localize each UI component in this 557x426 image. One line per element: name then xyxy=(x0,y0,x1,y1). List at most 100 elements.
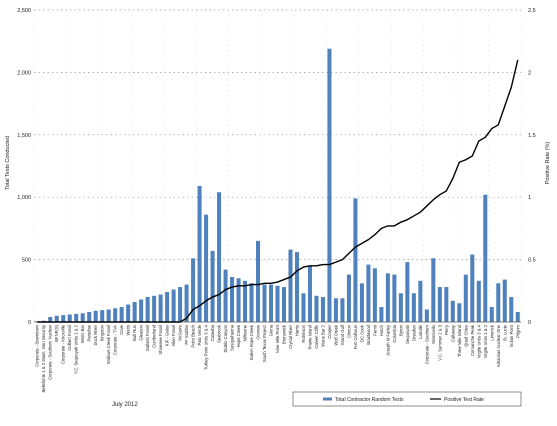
x-tick-label: Seabrook xyxy=(217,324,222,343)
x-tick-label: Watts Bar 2 xyxy=(320,324,325,346)
x-tick-label: Catawba xyxy=(210,324,215,341)
x-tick-label: Arkansas Nuclear One xyxy=(496,324,501,367)
x-tick-label: Colbert Fossil xyxy=(67,325,72,351)
y2-axis-title: Positive Rate (%) xyxy=(545,142,551,185)
bar xyxy=(385,273,390,322)
bar xyxy=(210,250,215,322)
x-tick-label: Limerick xyxy=(489,324,494,340)
bar xyxy=(489,307,494,322)
x-tick-label: Duck River xyxy=(93,324,98,345)
y-tick-label: 0 xyxy=(28,320,31,326)
x-tick-label: Pilgrim xyxy=(515,324,520,337)
bar xyxy=(457,303,462,322)
bar xyxy=(178,287,183,322)
bar xyxy=(294,252,299,322)
bar xyxy=(191,258,196,322)
x-tick-label: Corporate - Southern xyxy=(424,324,429,364)
x-tick-label: Callaway xyxy=(450,324,455,342)
x-tick-label: Corporate - TVA xyxy=(113,325,118,355)
x-tick-label: Corporate - Southern Nuclear xyxy=(48,324,53,380)
y-tick-label: 2,500 xyxy=(17,8,31,14)
bar xyxy=(476,280,481,322)
bar xyxy=(450,300,455,322)
x-tick-label: Columbia xyxy=(392,324,397,342)
bar xyxy=(418,280,423,322)
bar xyxy=(126,304,131,322)
bar xyxy=(398,293,403,322)
x-tick-label: Allen Fossil xyxy=(171,325,176,346)
bar xyxy=(483,194,488,322)
x-tick-label: Millstone xyxy=(243,324,248,341)
x-tick-label: McGuire xyxy=(178,324,183,340)
x-tick-label: Fort Calhoun xyxy=(353,324,358,349)
x-tick-label: Monticello xyxy=(431,324,436,344)
y2-tick-label: 2.5 xyxy=(528,8,536,14)
bar xyxy=(502,279,507,322)
x-tick-label: Dresden xyxy=(411,324,416,340)
x-tick-label: BFNP(S) xyxy=(54,324,59,341)
x-tick-label: Clinton xyxy=(346,324,351,338)
bar xyxy=(353,198,358,322)
x-tick-label: Point Beach xyxy=(191,324,196,347)
x-tick-label: Brunswick xyxy=(281,324,286,344)
bar xyxy=(314,295,319,322)
bar xyxy=(132,302,137,322)
bar xyxy=(366,264,371,322)
legend-line-label: Positive Test Rate xyxy=(444,397,484,403)
bar xyxy=(411,293,416,322)
y2-tick-label: 2 xyxy=(528,70,531,76)
bar xyxy=(87,312,92,322)
y-tick-label: 2,000 xyxy=(17,70,31,76)
y-tick-label: 1,500 xyxy=(17,133,31,139)
bar xyxy=(217,192,222,322)
x-tick-label: Y.C. Sequoyah Units 1 & 2 xyxy=(74,324,79,374)
bar xyxy=(496,283,501,322)
x-tick-label: Corporate - Downtown xyxy=(35,324,40,367)
x-tick-label: Watts xyxy=(126,325,131,336)
bar xyxy=(230,277,235,322)
x-tick-label: Gallatin Fossil xyxy=(145,325,150,351)
legend-bar-label: Total Contractor Random Tests xyxy=(335,397,404,403)
x-tick-label: St. Lucie xyxy=(502,324,507,341)
x-tick-label: Watts Bar xyxy=(80,324,85,343)
x-tick-label: Vogtle Units 1 & 2 xyxy=(483,324,488,358)
x-tick-label: Wolf Creek xyxy=(333,324,338,346)
bar xyxy=(437,287,442,322)
y2-tick-label: 1 xyxy=(528,195,531,201)
bar xyxy=(379,307,384,322)
bar xyxy=(405,262,410,322)
bar xyxy=(165,292,170,322)
x-tick-label: Corporate - Knoxville xyxy=(61,324,66,364)
bar xyxy=(340,298,345,322)
x-tick-label: Grand Gulf xyxy=(340,324,345,345)
x-tick-label: Byron xyxy=(398,324,403,336)
x-tick-label: Cove xyxy=(119,324,124,334)
bar xyxy=(333,298,338,322)
bar xyxy=(262,284,267,322)
bar xyxy=(249,283,254,322)
x-tick-label: PF Stubbs xyxy=(184,325,189,345)
chart-footnote: July 2012 xyxy=(112,402,138,408)
legend: Total Contractor Random Tests Positive Te… xyxy=(292,391,522,407)
x-tick-label: Palo Verde xyxy=(197,324,202,345)
x-tick-label: KIF - Galax xyxy=(165,324,170,346)
x-tick-label: Widows Creek Fossil xyxy=(106,325,111,364)
bar xyxy=(431,258,436,322)
bar xyxy=(320,297,325,322)
bar xyxy=(80,313,85,322)
y2-tick-label: 0 xyxy=(528,320,531,326)
x-tick-label: Turkey Point Units 3 & 4 xyxy=(204,324,209,370)
bar xyxy=(158,294,163,322)
bar xyxy=(243,280,248,322)
legend-bar-swatch xyxy=(323,397,332,401)
bar xyxy=(359,283,364,322)
x-tick-label: Kingston xyxy=(100,324,105,341)
x-tick-label: Indian Point xyxy=(509,324,514,347)
bar xyxy=(54,315,59,322)
bar xyxy=(346,274,351,322)
x-tick-label: Robinson xyxy=(301,324,306,342)
bar xyxy=(327,48,332,323)
x-tick-label: Joseph M Farley xyxy=(385,324,390,356)
x-tick-label: Ginna xyxy=(269,324,274,336)
